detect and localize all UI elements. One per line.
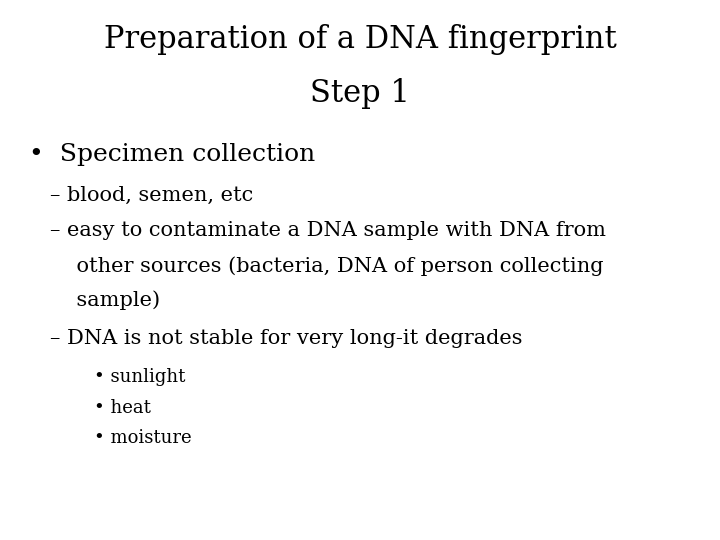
Text: • heat: • heat	[94, 399, 150, 416]
Text: Step 1: Step 1	[310, 78, 410, 109]
Text: – DNA is not stable for very long-it degrades: – DNA is not stable for very long-it deg…	[50, 329, 523, 348]
Text: other sources (bacteria, DNA of person collecting: other sources (bacteria, DNA of person c…	[50, 256, 604, 276]
Text: sample): sample)	[50, 291, 161, 310]
Text: Preparation of a DNA fingerprint: Preparation of a DNA fingerprint	[104, 24, 616, 55]
Text: – blood, semen, etc: – blood, semen, etc	[50, 186, 253, 205]
Text: – easy to contaminate a DNA sample with DNA from: – easy to contaminate a DNA sample with …	[50, 221, 606, 240]
Text: • sunlight: • sunlight	[94, 368, 185, 386]
Text: • moisture: • moisture	[94, 429, 192, 447]
Text: •  Specimen collection: • Specimen collection	[29, 143, 315, 166]
